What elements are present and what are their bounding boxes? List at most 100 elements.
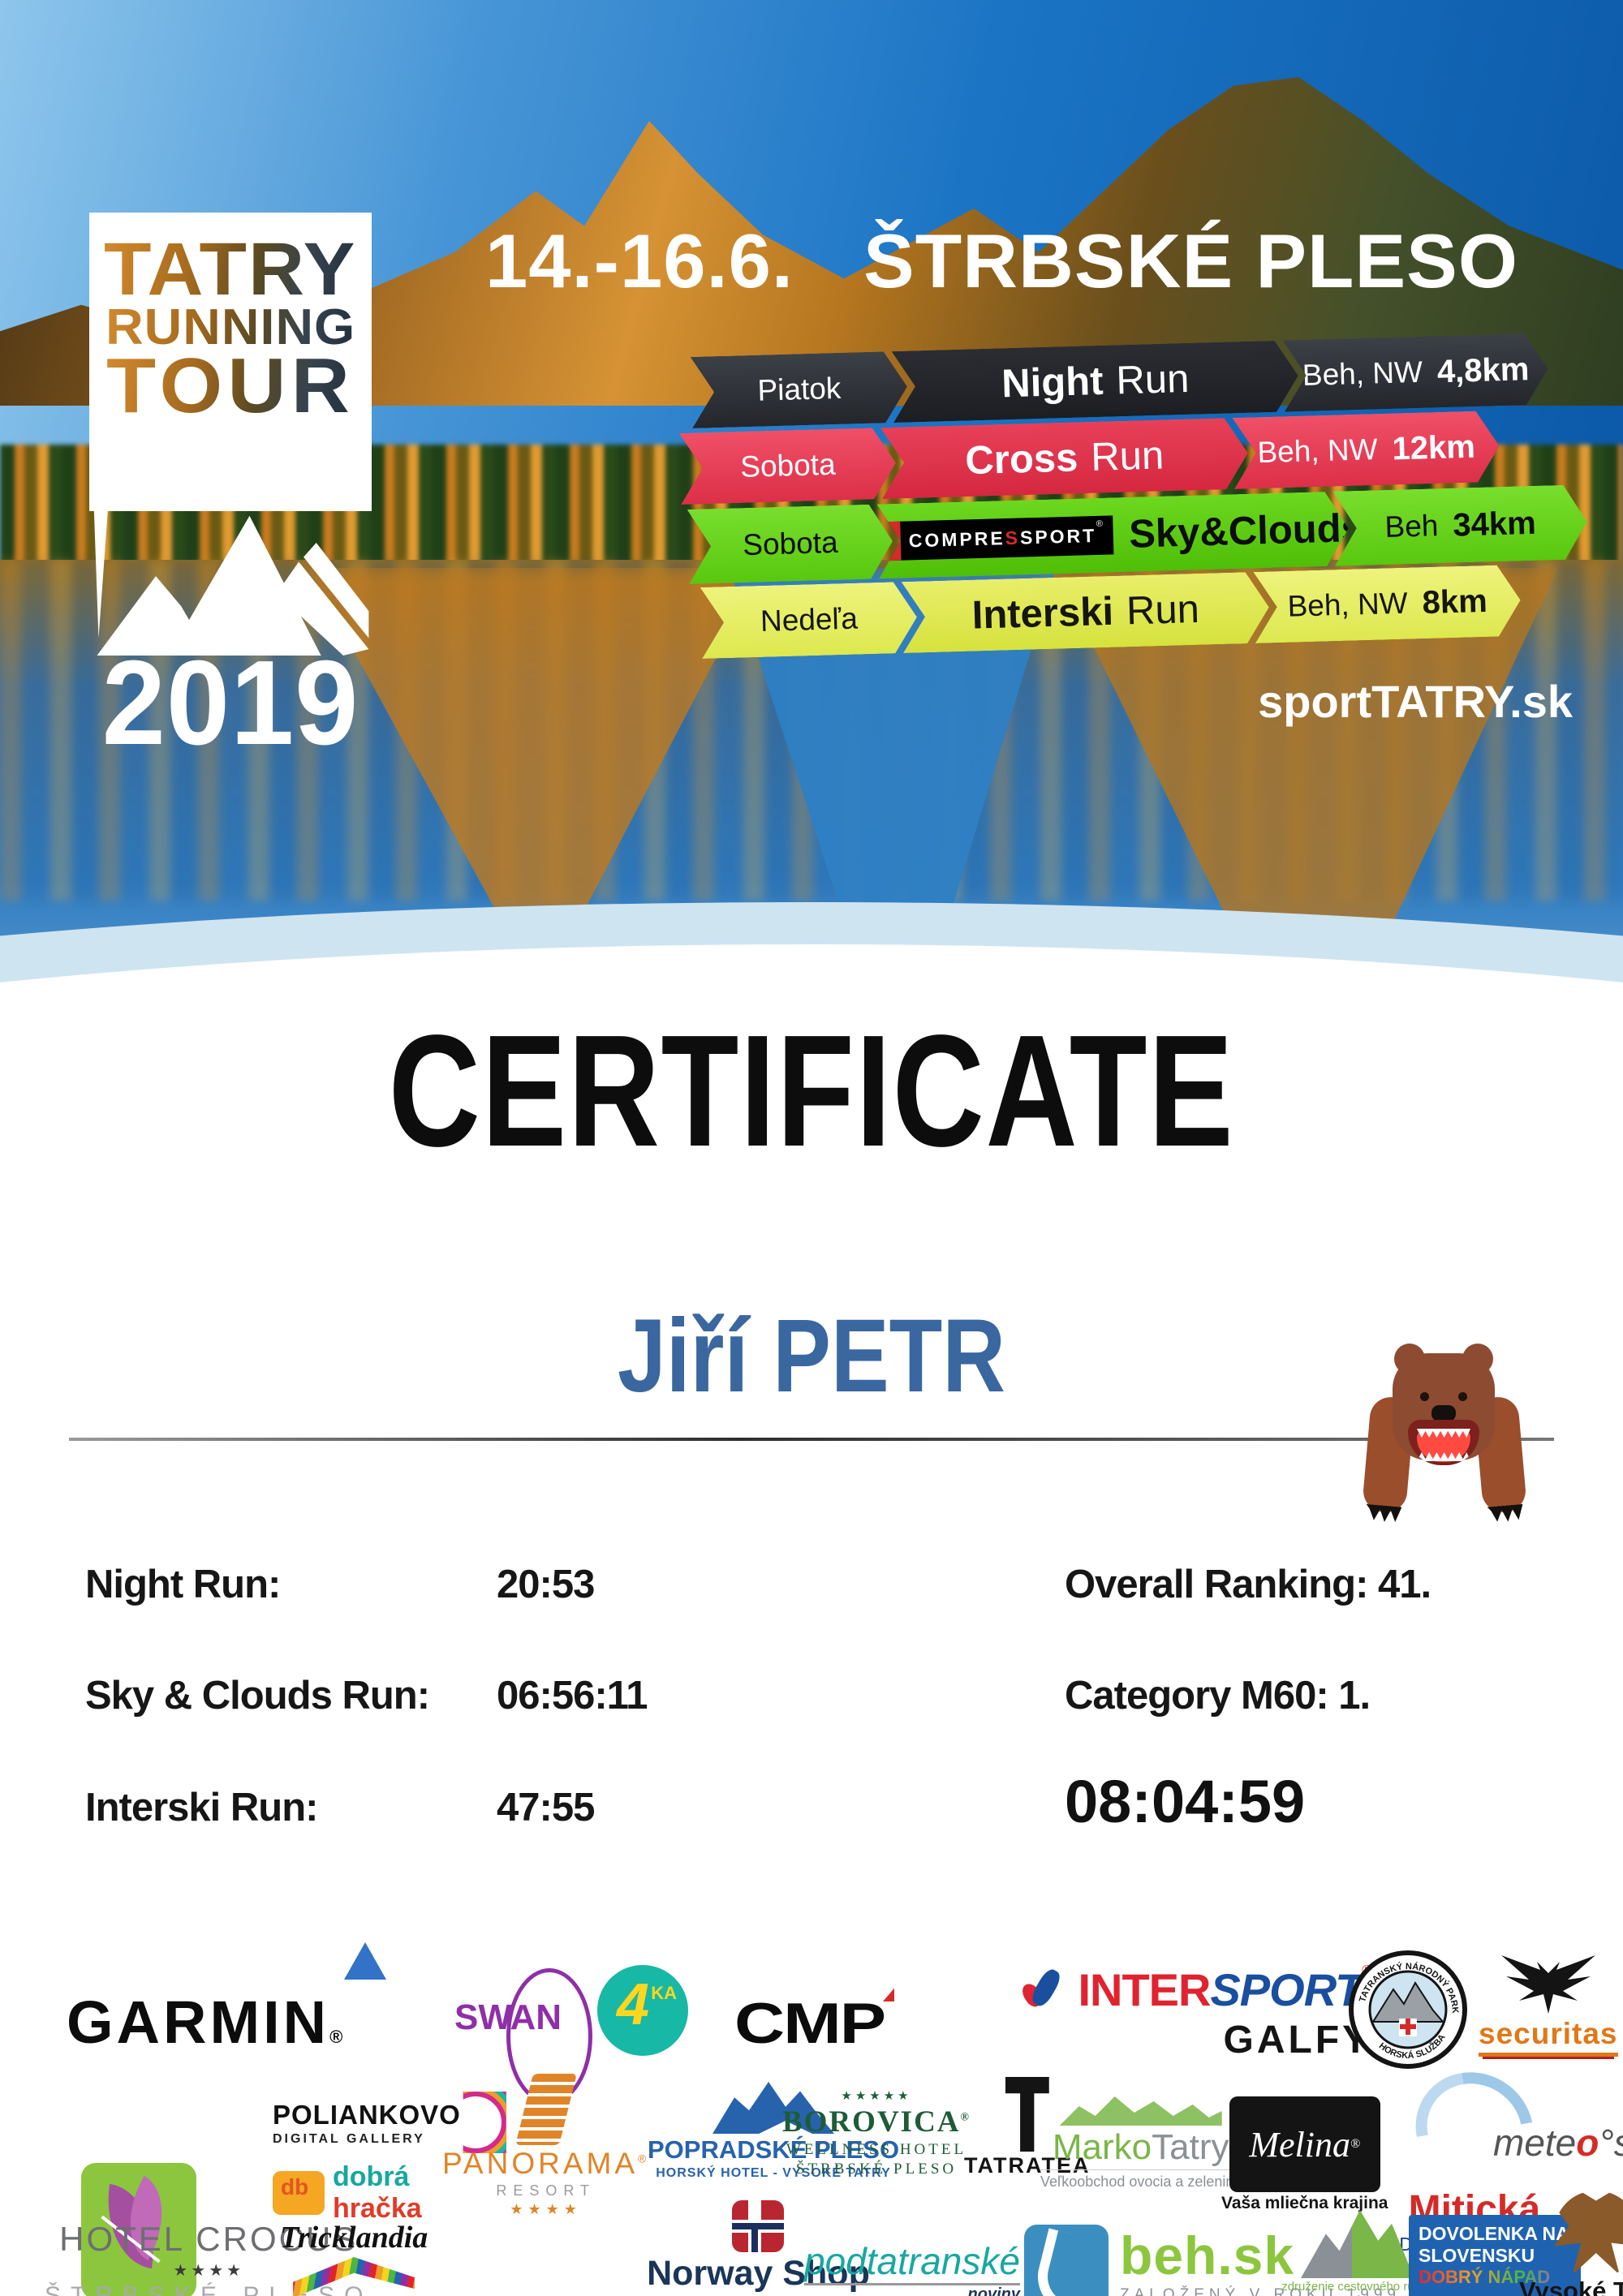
bear-claws: [1487, 1504, 1525, 1524]
bear-mouth: [1408, 1420, 1479, 1465]
poliankovo-logo: POLIANKOVO DIGITAL GALLERY: [273, 2092, 506, 2153]
meteo-sk-logo: meteo°sk: [1493, 2122, 1623, 2164]
marko-tatry-logo: MarkoTatry Veľkoobchod ovocia a zeleniny: [1040, 2093, 1242, 2191]
result-label-night-run: Night Run:: [85, 1563, 281, 1606]
bear-claws: [1365, 1504, 1402, 1524]
norway-flag-icon: [732, 2200, 785, 2252]
logo-mountains-icon: [93, 505, 369, 656]
logo-year: 2019: [101, 636, 359, 770]
event-name-rest: Run: [1090, 433, 1165, 479]
panorama-resort-logo: PANORAMA® RESORT ★★★★: [442, 2074, 649, 2218]
melina-logo: Melina ® Vaša mliečna krajina: [1221, 2096, 1388, 2213]
dobra-hracka-bag-icon: db: [273, 2171, 325, 2215]
tricklandia-logo: Tricklandia: [280, 2220, 428, 2296]
swan-logo: SWAN: [454, 1968, 592, 2105]
event-distance: 4,8km: [1436, 350, 1530, 389]
compressport-logo: ≋ COMPRESSPORT ®: [863, 515, 1113, 561]
result-value-sky-clouds: 06:56:11: [497, 1674, 648, 1718]
poliankovo-arcs-icon: [463, 2092, 506, 2153]
event-day: Sobota: [679, 428, 897, 505]
event-info: Beh 34km: [1332, 484, 1587, 566]
bear-mascot-icon: [1361, 1344, 1528, 1493]
hotel-crocus-label: HOTEL CROCUS ★★★★ ŠTRBSKÉ PLESO: [45, 2220, 373, 2296]
region-eagle-icon: [1553, 2191, 1623, 2275]
behsk-runner-icon: [1024, 2225, 1109, 2296]
runner-name: Jiří PETR: [617, 1298, 1006, 1414]
event-location: ŠTRBSKÉ PLESO: [863, 218, 1518, 303]
divider-line: [69, 1438, 1554, 1441]
event-day: Sobota: [687, 504, 893, 584]
event-distance: 12km: [1391, 428, 1476, 467]
event-name: ≋ COMPRESSPORT ® Sky&Clouds: [877, 491, 1350, 578]
curve-band-white: [0, 944, 1623, 1047]
header-photo: TATRY RUNNING TOUR 2019 14.-16.6. ŠTRBSK…: [0, 0, 1623, 1047]
event-name-bold: Cross: [964, 436, 1079, 484]
popradske-pleso-logo: POPRADSKÉ PLESO HORSKÝ HOTEL - VYSOKÉ TA…: [648, 2082, 899, 2181]
behsk-logo: beh.sk ZALOŽENÝ V ROKU 1999: [1024, 2225, 1401, 2296]
bear-teeth: [1417, 1429, 1470, 1438]
4ka-logo: 4 KA: [597, 1965, 688, 2056]
compressport-reg: ®: [1096, 518, 1104, 529]
event-type: Beh, NW: [1287, 586, 1409, 623]
category-ranking: Category M60: 1.: [1065, 1674, 1371, 1718]
garmin-triangle-icon: [344, 1942, 386, 1980]
event-name-rest: Run: [1126, 587, 1200, 634]
event-distance: 8km: [1422, 583, 1488, 621]
bear-nose: [1431, 1405, 1456, 1421]
marko-mountains-icon: [1059, 2096, 1222, 2126]
logo-line-tour: TOUR: [105, 342, 355, 429]
dobra-hracka-logo: db dobrá hračka: [273, 2161, 422, 2225]
event-day: Nedeľa: [700, 582, 918, 659]
result-value-night-run: 20:53: [497, 1563, 595, 1606]
borovica-logo: ★★★★★ BOROVICA® WELLNESS HOTEL ŠTRBSKÉ P…: [782, 2089, 971, 2178]
event-type: Beh, NW: [1302, 355, 1423, 392]
event-type: Beh: [1384, 509, 1439, 544]
cmp-logo: CMP: [734, 1988, 895, 2057]
event-date: 14.-16.6.: [485, 218, 794, 303]
event-day: Piatok: [691, 351, 908, 428]
event-info: Beh, NW 4,8km: [1282, 333, 1548, 412]
event-name-bold: Sky&Clouds: [1128, 505, 1364, 557]
hotel-crocus-icon: [81, 2163, 196, 2296]
event-type: Beh, NW: [1256, 432, 1379, 470]
event-name: Interski Run: [902, 571, 1270, 653]
event-name: Night Run: [892, 340, 1299, 423]
compressport-text-s: S: [1005, 527, 1021, 548]
logo-line-tatry: TATRY: [104, 228, 357, 311]
event-name-bold: Night: [1001, 359, 1104, 406]
vysoke-tatry-association-logo: združenie cestovného ruchu VYSOKÉ TATRY …: [1266, 2210, 1449, 2296]
result-label-sky-clouds: Sky & Clouds Run:: [85, 1674, 430, 1718]
bear-teeth: [1417, 1452, 1470, 1461]
vysoke-tatry-mountains-icon: [1301, 2210, 1415, 2278]
website-label: sportTATRY.sk: [1258, 676, 1573, 727]
event-info: Beh, NW 8km: [1254, 565, 1522, 643]
bear-eye: [1458, 1392, 1467, 1401]
compressport-text-1: COMPRE: [908, 527, 1006, 551]
bear-eye: [1420, 1392, 1429, 1401]
securitas-eagle-icon: [1500, 1955, 1595, 2014]
event-name-rest: Run: [1115, 356, 1190, 403]
panorama-tower-icon: [514, 2074, 577, 2145]
tatratea-logo: TATRATEA: [964, 2077, 1090, 2178]
norway-shop-logo: Norway Shop SPORT&FASHION E-SHOP: [641, 2200, 876, 2296]
garmin-logo: GARMIN®: [67, 1942, 386, 2057]
bear-head: [1393, 1353, 1495, 1465]
event-name-bold: Interski: [971, 589, 1114, 638]
vysoke-tatry-region-logo: Vysoké Tatry R E G I Ó N www.regiontatry…: [1519, 2191, 1623, 2296]
tricklandia-bow-icon: [293, 2257, 415, 2296]
logo-line-running: RUNNING: [105, 299, 356, 355]
result-label-interski: Interski Run:: [85, 1786, 318, 1829]
total-time: 08:04:59: [1065, 1768, 1306, 1835]
intersport-check-icon: [1018, 1966, 1068, 2010]
intersport-logo: INTERSPORT® GALFY: [1018, 1963, 1371, 2062]
result-value-interski: 47:55: [497, 1786, 595, 1829]
event-distance: 34km: [1452, 505, 1537, 544]
overall-ranking: Overall Ranking: 41.: [1065, 1563, 1431, 1606]
mountain-rescue-emblem: TATRANSKÝ NÁRODNÝ PARK HORSKÁ SLUŽBA: [1349, 1950, 1467, 2069]
tatry-running-tour-logo: TATRY RUNNING TOUR: [89, 213, 372, 511]
certificate-title: CERTIFICATE: [388, 1002, 1235, 1180]
event-info: Beh, NW 12km: [1233, 411, 1500, 489]
slovakia-travel-logo: DOVOLENKA NA SLOVENSKU DOBRÝ NÁPAD www.s…: [1409, 2215, 1581, 2296]
securitas-logo: securitas: [1479, 1952, 1618, 2057]
